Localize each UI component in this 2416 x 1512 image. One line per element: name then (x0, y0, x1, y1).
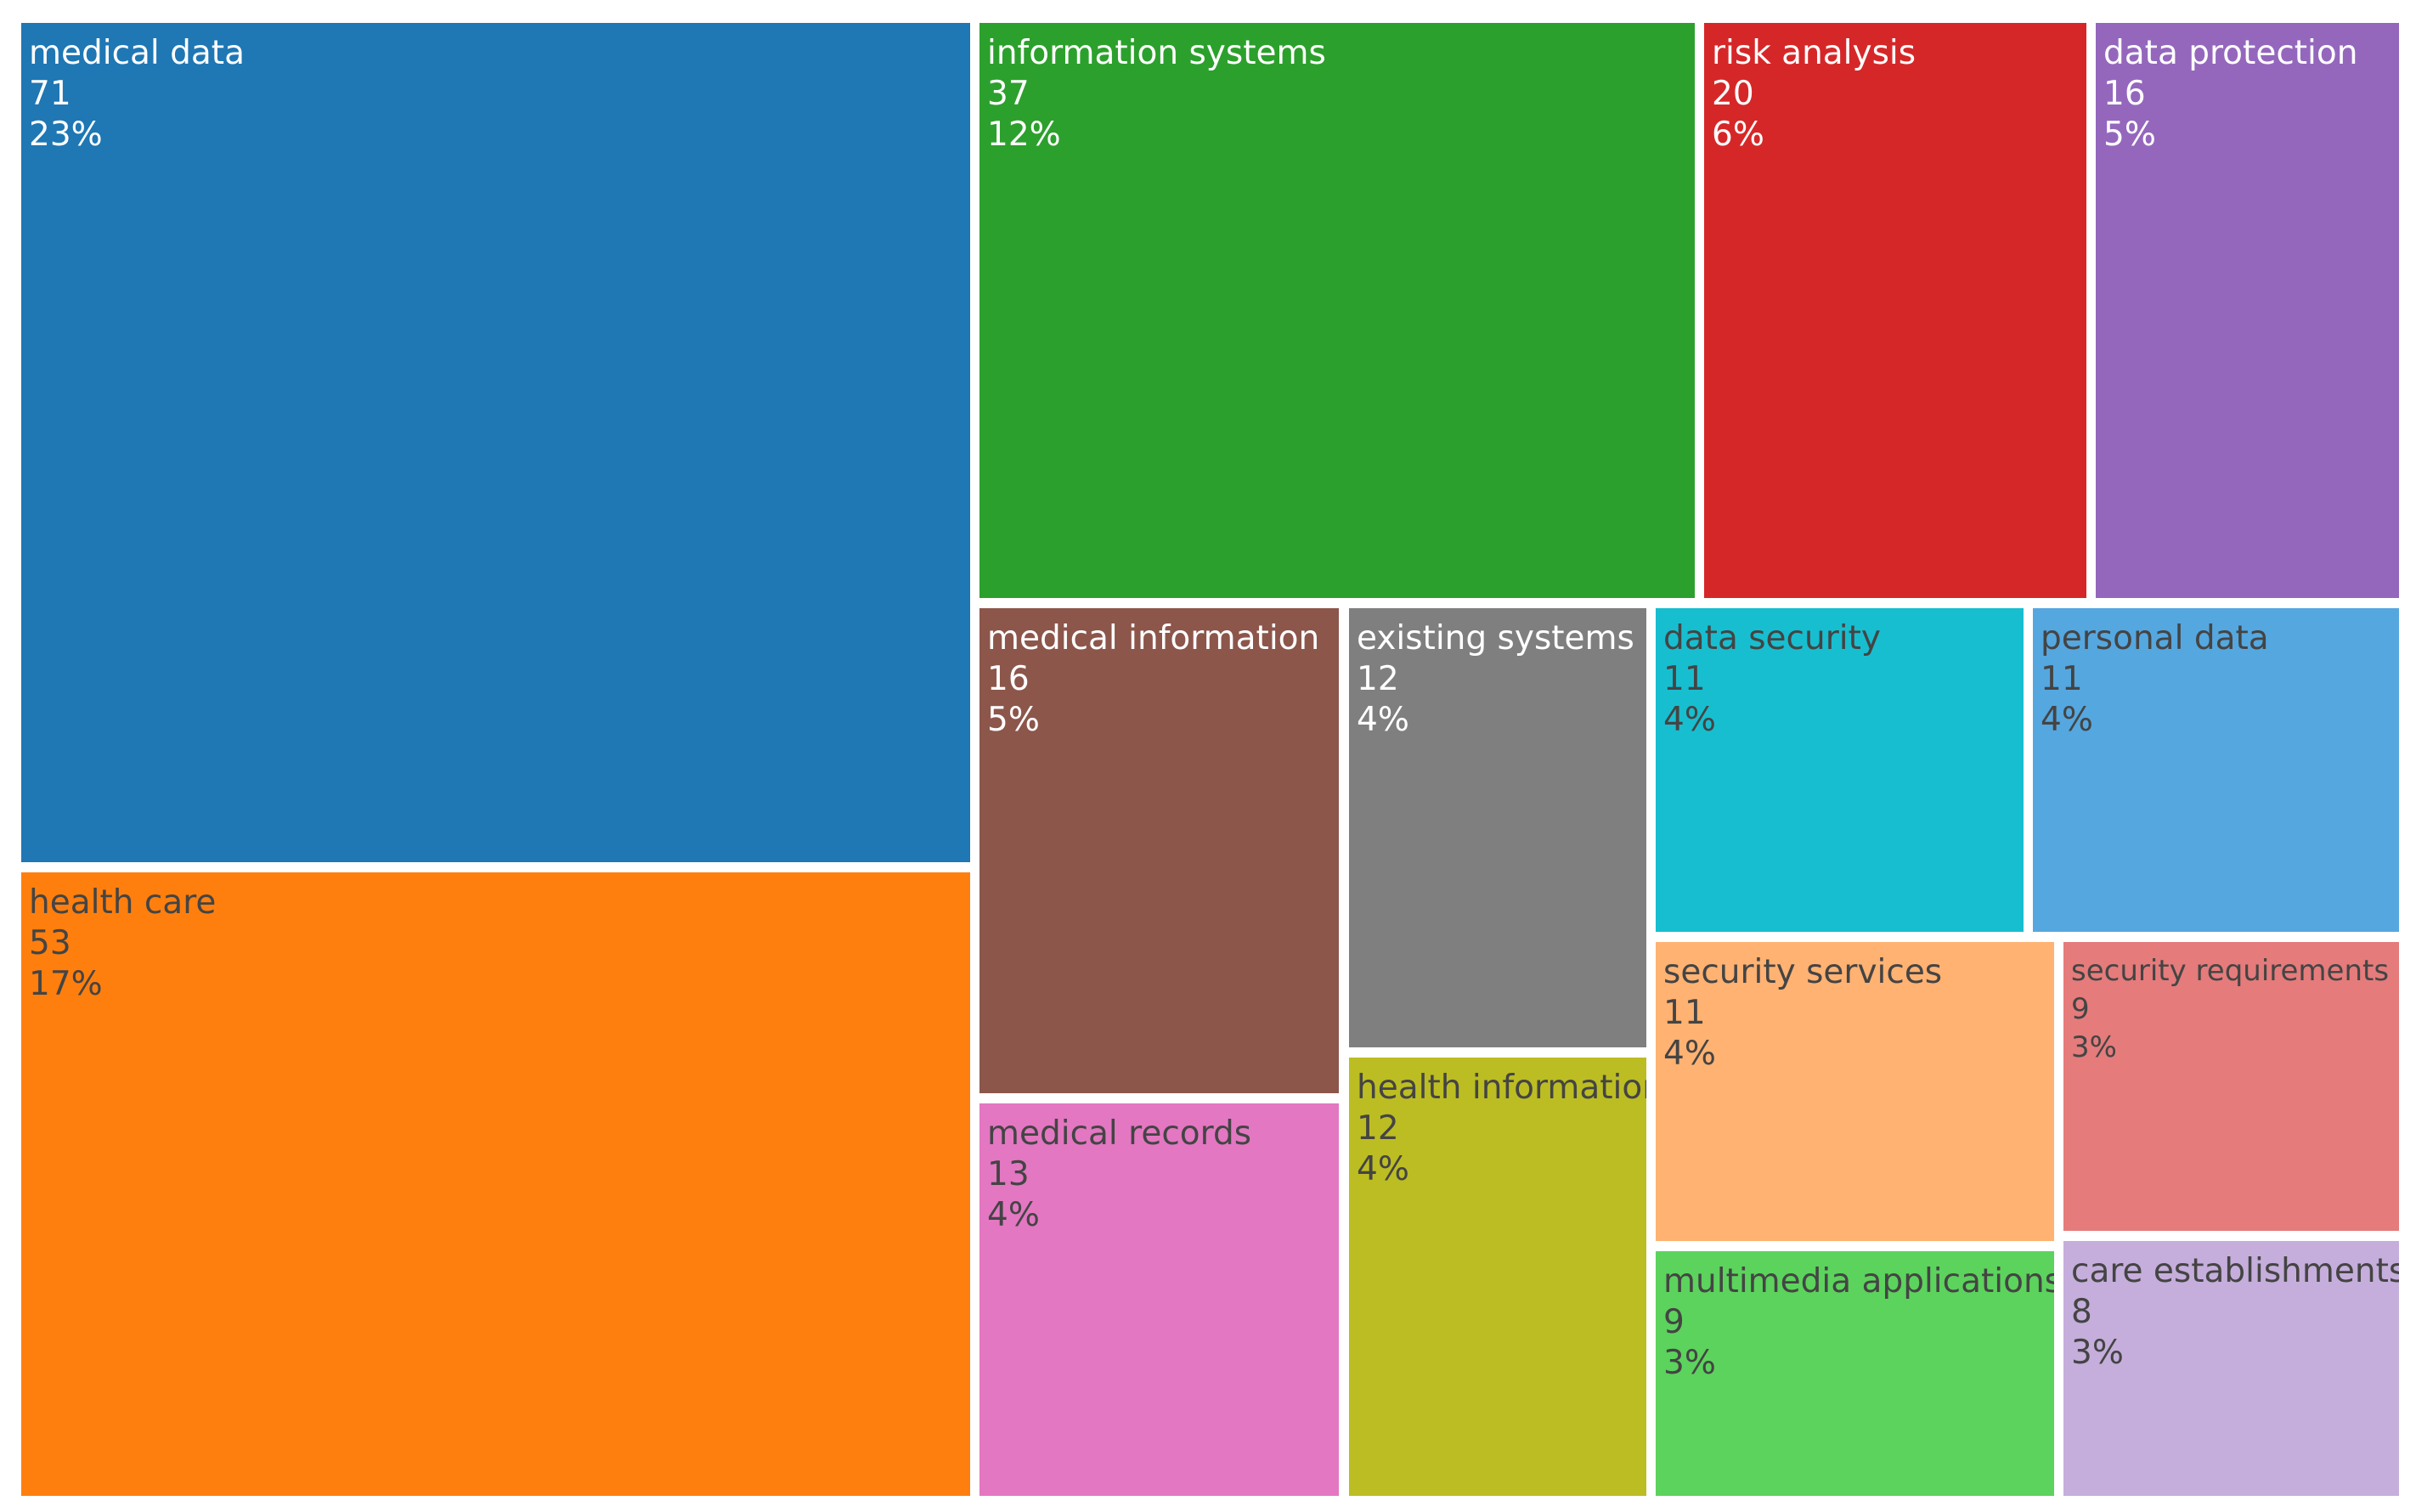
tile-percent: 3% (2071, 1334, 2124, 1372)
tile-value: 16 (2103, 75, 2146, 113)
tile-value: 53 (29, 924, 71, 962)
tile-value: 11 (1663, 994, 1706, 1032)
tile-label: security requirements 9 3% (2071, 952, 2389, 1067)
tile-label: risk analysis 20 6% (1712, 33, 1916, 155)
tile-percent: 4% (1663, 1035, 1716, 1073)
tile-name: multimedia applications (1663, 1262, 2054, 1300)
tile-value: 16 (987, 660, 1030, 698)
tile-name: medical information (987, 619, 1320, 657)
tile-percent: 3% (2071, 1030, 2117, 1064)
tile-name: medical data (29, 34, 245, 72)
treemap-tile: medical records 13 4% (979, 1103, 1339, 1496)
treemap-tile: security services 11 4% (1656, 942, 2054, 1241)
tile-label: data security 11 4% (1663, 618, 1881, 741)
tile-value: 20 (1712, 75, 1754, 113)
tile-value: 71 (29, 75, 71, 113)
tile-label: multimedia applications 9 3% (1663, 1261, 2054, 1384)
tile-percent: 5% (2103, 116, 2156, 154)
treemap-tile: information systems 37 12% (979, 23, 1695, 598)
treemap-tile: personal data 11 4% (2033, 608, 2399, 932)
tile-label: health care 53 17% (29, 883, 216, 1005)
tile-value: 12 (1357, 660, 1399, 698)
treemap-tile: health care 53 17% (21, 872, 970, 1496)
tile-name: health care (29, 883, 217, 922)
tile-value: 9 (2071, 992, 2090, 1026)
tile-label: data protection 16 5% (2103, 33, 2357, 155)
treemap-tile: security requirements 9 3% (2063, 942, 2399, 1231)
treemap-tile: care establishments 8 3% (2063, 1241, 2399, 1496)
tile-percent: 12% (987, 116, 1061, 154)
tile-percent: 17% (29, 965, 103, 1003)
tile-percent: 3% (1663, 1344, 1716, 1382)
treemap-tile: existing systems 12 4% (1349, 608, 1646, 1047)
treemap-tile: health information 12 4% (1349, 1058, 1646, 1496)
tile-label: medical information 16 5% (987, 618, 1319, 741)
tile-name: security services (1663, 953, 1943, 991)
tile-name: health information (1357, 1069, 1646, 1107)
tile-percent: 23% (29, 116, 103, 154)
tile-name: security requirements (2071, 954, 2390, 988)
tile-value: 9 (1663, 1303, 1685, 1341)
tile-name: information systems (987, 34, 1326, 72)
tile-value: 13 (987, 1155, 1030, 1193)
treemap-tile: medical information 16 5% (979, 608, 1339, 1093)
tile-label: information systems 37 12% (987, 33, 1326, 155)
tile-label: health information 12 4% (1357, 1068, 1646, 1190)
tile-label: personal data 11 4% (2041, 618, 2269, 741)
tile-value: 11 (1663, 660, 1706, 698)
tile-percent: 4% (1663, 701, 1716, 739)
tile-label: medical records 13 4% (987, 1114, 1251, 1236)
tile-name: risk analysis (1712, 34, 1916, 72)
tile-name: medical records (987, 1114, 1252, 1153)
tile-percent: 6% (1712, 116, 1764, 154)
treemap-tile: medical data 71 23% (21, 23, 970, 862)
tile-value: 8 (2071, 1293, 2092, 1331)
tile-label: care establishments 8 3% (2071, 1251, 2399, 1374)
treemap-tile: risk analysis 20 6% (1704, 23, 2086, 598)
treemap-tile: data protection 16 5% (2096, 23, 2399, 598)
tile-label: existing systems 12 4% (1357, 618, 1634, 741)
tile-value: 37 (987, 75, 1030, 113)
tile-percent: 5% (987, 701, 1040, 739)
tile-value: 11 (2041, 660, 2083, 698)
tile-name: data protection (2103, 34, 2358, 72)
tile-name: personal data (2041, 619, 2269, 657)
tile-name: care establishments (2071, 1252, 2399, 1290)
tile-percent: 4% (1357, 701, 1409, 739)
tile-percent: 4% (1357, 1150, 1409, 1188)
tile-name: existing systems (1357, 619, 1634, 657)
tile-value: 12 (1357, 1109, 1399, 1148)
treemap-tile: data security 11 4% (1656, 608, 2024, 932)
tile-percent: 4% (987, 1196, 1040, 1234)
tile-name: data security (1663, 619, 1881, 657)
treemap-tile: multimedia applications 9 3% (1656, 1251, 2054, 1496)
tile-label: security services 11 4% (1663, 952, 1942, 1075)
tile-label: medical data 71 23% (29, 33, 245, 155)
tile-percent: 4% (2041, 701, 2093, 739)
